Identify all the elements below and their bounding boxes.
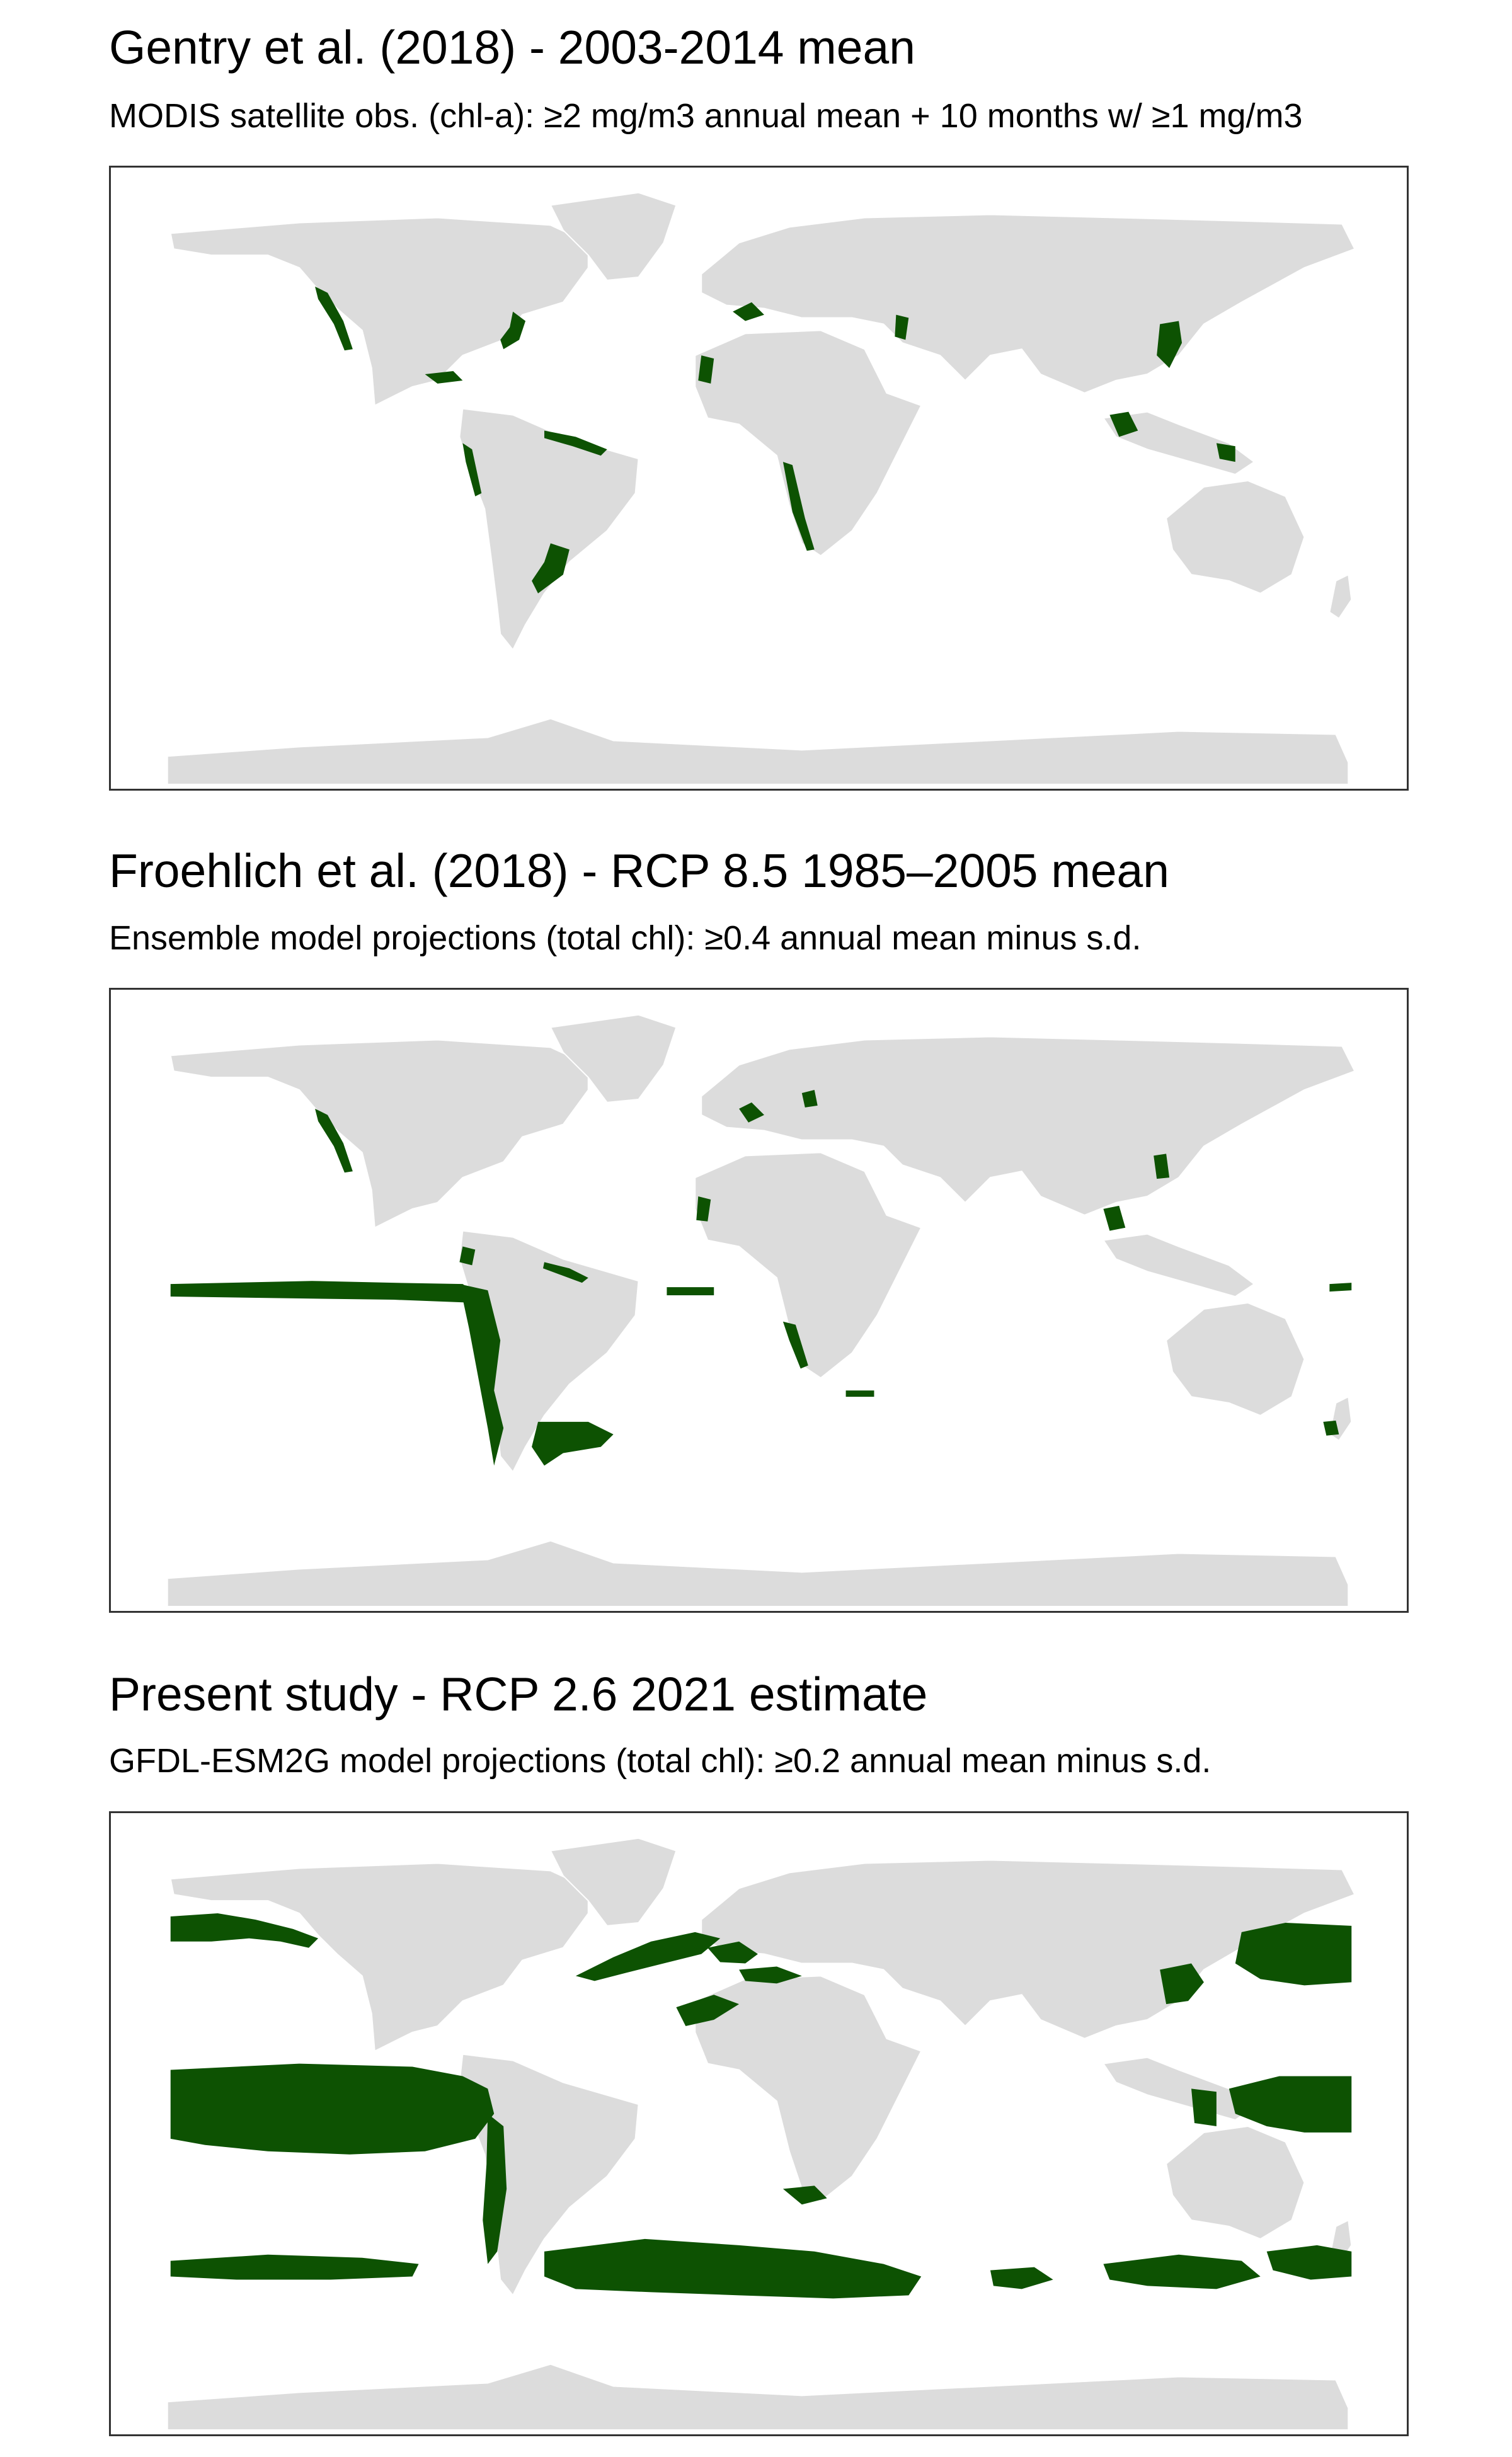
land-eurasia xyxy=(701,214,1356,394)
world-map-svg xyxy=(166,1837,1356,2431)
zone-south-china-sea xyxy=(1103,1205,1126,1231)
zone-north-america-east-coast xyxy=(500,311,526,350)
panel-title: Gentry et al. (2018) - 2003-2014 mean xyxy=(109,21,915,74)
zone-europe-north-sea xyxy=(739,1102,764,1123)
land-australia xyxy=(1166,479,1305,594)
zone-north-america-west-coast xyxy=(315,1108,353,1173)
land-australia xyxy=(1166,1302,1305,1416)
zone-southern-indian xyxy=(1103,2254,1261,2289)
land-eurasia xyxy=(701,1859,1356,2039)
land-antarctica xyxy=(166,2363,1349,2431)
land-north-america xyxy=(169,217,589,407)
zone-eastern-tropical-pacific xyxy=(170,2063,495,2155)
zone-north-america-west-coast xyxy=(315,286,353,351)
zone-tasman xyxy=(1266,2245,1352,2280)
zone-north-pacific-west xyxy=(1235,1922,1352,1986)
world-map-svg xyxy=(166,1014,1356,1608)
zone-south-america-north xyxy=(542,1262,588,1283)
zone-humboldt xyxy=(459,1284,504,1466)
zone-east-asia xyxy=(1154,1154,1170,1179)
land-south-america xyxy=(459,2053,639,2297)
land-antarctica xyxy=(166,718,1349,786)
zone-eastern-pacific-band xyxy=(170,1281,482,1303)
zone-central-pacific xyxy=(1329,1283,1352,1292)
zone-south-america-north xyxy=(544,430,607,456)
zone-south-africa-bank xyxy=(845,1390,874,1397)
land-africa xyxy=(694,329,922,557)
productive-zones xyxy=(315,286,1235,593)
zone-southern-pacific xyxy=(170,2254,419,2280)
panel-subtitle: MODIS satellite obs. (chl-a): ≥2 mg/m3 a… xyxy=(109,97,1303,135)
zone-south-america-west xyxy=(462,443,482,496)
zone-benguela xyxy=(782,1321,808,1369)
land-africa xyxy=(694,1152,922,1379)
land-africa xyxy=(694,1975,922,2202)
land-new-zealand xyxy=(1329,573,1353,620)
zone-caspian xyxy=(895,314,909,340)
zone-east-asia xyxy=(1157,321,1183,369)
land-greenland xyxy=(549,1837,677,1927)
land-north-america xyxy=(169,1039,589,1229)
world-map-svg xyxy=(166,192,1356,786)
zone-mediterranean xyxy=(739,1966,802,1984)
land-australia xyxy=(1166,2125,1305,2240)
zone-east-asia-coast xyxy=(1160,1963,1204,2005)
panel-subtitle: GFDL-ESM2G model projections (total chl)… xyxy=(109,1742,1211,1780)
zone-humboldt xyxy=(483,2114,507,2264)
panel-title: Present study - RCP 2.6 2021 estimate xyxy=(109,1668,928,1721)
zone-western-pacific xyxy=(1228,2076,1352,2133)
landmasses xyxy=(166,1014,1356,1608)
zone-europe-coastal xyxy=(707,1941,759,1964)
zone-gulf-of-mexico xyxy=(425,371,463,384)
land-maritime-se-asia xyxy=(1102,1233,1256,1298)
zone-new-guinea xyxy=(1216,443,1235,462)
zone-southern-indian-west xyxy=(990,2267,1053,2289)
world-map xyxy=(109,166,1409,791)
zone-southern-atlantic xyxy=(544,2238,922,2299)
land-north-america xyxy=(169,1862,589,2053)
zone-equatorial-atlantic xyxy=(667,1287,714,1296)
panel-title: Froehlich et al. (2018) - RCP 8.5 1985–2… xyxy=(109,844,1169,897)
zone-southeast-asia xyxy=(1109,411,1138,437)
zone-west-africa xyxy=(698,355,714,384)
zone-canary xyxy=(676,1995,740,2026)
land-antarctica xyxy=(166,1540,1349,1608)
zone-north-atlantic xyxy=(575,1932,721,1981)
zone-baltic xyxy=(801,1090,818,1108)
land-south-america xyxy=(459,408,639,651)
zone-patagonian-shelf xyxy=(532,1421,614,1466)
land-maritime-se-asia xyxy=(1102,411,1256,476)
land-greenland xyxy=(549,192,677,281)
zone-new-zealand xyxy=(1323,1420,1339,1436)
zone-europe-north-sea xyxy=(733,302,764,321)
zone-new-guinea xyxy=(1191,2088,1217,2126)
world-map xyxy=(109,1811,1409,2436)
productive-zones xyxy=(170,1913,1352,2299)
land-greenland xyxy=(549,1014,677,1103)
zone-southwest-africa xyxy=(782,462,815,551)
zone-west-africa xyxy=(696,1196,711,1222)
panel-subtitle: Ensemble model projections (total chl): … xyxy=(109,919,1142,957)
zone-caribbean xyxy=(459,1246,476,1266)
zone-benguela xyxy=(782,2185,827,2205)
zone-patagonia xyxy=(532,543,570,593)
landmasses xyxy=(166,192,1356,786)
productive-zones xyxy=(170,1090,1352,1466)
world-map xyxy=(109,988,1409,1613)
zone-north-pacific-east xyxy=(170,1913,319,1948)
land-eurasia xyxy=(701,1036,1356,1216)
